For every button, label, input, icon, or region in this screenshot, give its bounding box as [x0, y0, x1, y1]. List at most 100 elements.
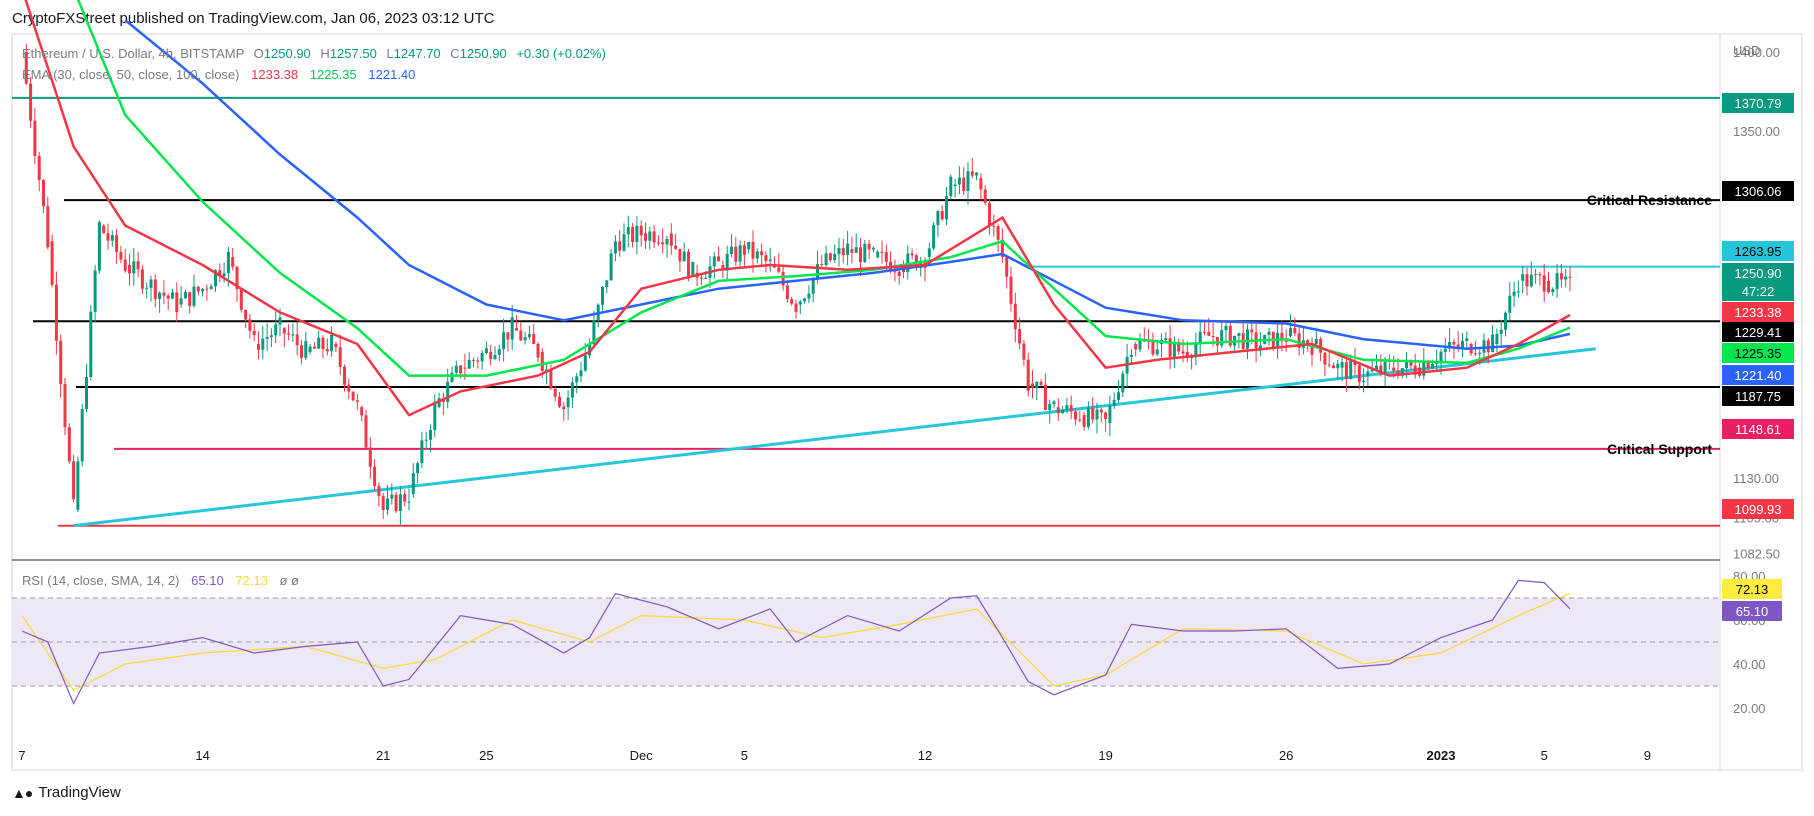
candle-body: [811, 277, 815, 294]
rsi-label-text: 72.13: [1736, 582, 1769, 597]
candle-body: [480, 352, 484, 362]
ema50-value: 1225.35: [310, 67, 357, 82]
candle-body: [72, 461, 76, 500]
candle-body: [1443, 348, 1447, 352]
candle-body: [54, 284, 58, 341]
price-label-box: [1722, 181, 1794, 201]
candle-body: [347, 384, 351, 392]
candle-body: [1078, 419, 1082, 421]
candle-body: [192, 286, 196, 306]
x-tick-label: 2023: [1427, 748, 1456, 763]
candle-body: [1031, 383, 1034, 389]
candle-body: [1095, 409, 1099, 420]
candle-body: [1422, 361, 1426, 376]
candle-body: [433, 401, 437, 430]
candle-body: [145, 287, 149, 289]
price-label-box: [1722, 263, 1794, 283]
candle-body: [506, 332, 510, 340]
candle-body: [871, 247, 875, 250]
candle-body: [42, 180, 45, 207]
candle-body: [1310, 345, 1314, 355]
candle-body: [226, 251, 230, 274]
candle-body: [953, 184, 957, 187]
candle-body: [398, 494, 402, 512]
candle-body: [940, 211, 944, 220]
candle-body: [592, 320, 596, 344]
candle-body: [102, 225, 106, 234]
candle-body: [859, 247, 862, 263]
candle-body: [407, 501, 411, 503]
candle-body: [1430, 364, 1434, 369]
candle-body: [837, 248, 841, 255]
candle-body: [1211, 336, 1215, 338]
candle-body: [966, 171, 970, 191]
candle-body: [1499, 329, 1503, 334]
candle-body: [467, 359, 471, 369]
candle-body: [205, 288, 209, 290]
candle-body: [282, 328, 286, 334]
candle-body: [89, 311, 93, 377]
candle-body: [1559, 273, 1563, 280]
candle-body: [927, 248, 931, 258]
candle-body: [566, 397, 570, 408]
candle-body: [962, 177, 966, 191]
candle-body: [777, 267, 781, 272]
price-tick-label: 1350.00: [1733, 124, 1780, 139]
candle-body: [1190, 357, 1194, 359]
candle-body: [867, 243, 871, 250]
price-label-text: 1229.41: [1735, 325, 1782, 340]
candle-body: [691, 261, 695, 277]
price-label-badge: 1187.75: [1722, 386, 1794, 406]
candle-body: [570, 382, 574, 398]
candle-body: [562, 406, 566, 410]
candle-body: [1465, 338, 1469, 341]
candle-body: [97, 222, 101, 271]
x-tick-label: 5: [741, 748, 748, 763]
candle-body: [85, 376, 88, 410]
candle-body: [1129, 354, 1133, 357]
price-label-box: [1722, 365, 1794, 385]
candle-body: [669, 233, 673, 246]
price-label-box: [1722, 241, 1794, 261]
price-label-box: [1722, 322, 1794, 342]
candle-body: [721, 265, 725, 271]
candle-body: [325, 349, 329, 352]
candle-body: [175, 292, 179, 313]
x-tick-label: 12: [918, 748, 932, 763]
candle-body: [1568, 276, 1572, 278]
candle-body: [1396, 370, 1400, 376]
candle-body: [833, 254, 837, 261]
candle-body: [575, 376, 579, 383]
candle-body: [893, 271, 897, 273]
candle-body: [656, 242, 660, 244]
candle-body: [519, 330, 523, 341]
candle-body: [682, 251, 686, 262]
candle-body: [368, 447, 372, 467]
candle-body: [1564, 276, 1568, 280]
candle-body: [760, 251, 764, 256]
price-label-badge: 1370.79: [1722, 93, 1794, 113]
candle-body: [1327, 364, 1331, 366]
candle-body: [76, 461, 80, 510]
candle-body: [734, 246, 738, 262]
price-label-text: 1250.90: [1735, 266, 1782, 281]
ema100-line: [124, 19, 1571, 350]
footer-brand[interactable]: ▲● TradingView: [12, 784, 121, 801]
candle-body: [1052, 401, 1056, 404]
candle-body: [1172, 342, 1176, 357]
candle-body: [1065, 405, 1069, 411]
candle-body: [373, 466, 377, 487]
candle-body: [699, 277, 703, 279]
candle-body: [1203, 331, 1206, 333]
candle-body: [854, 247, 858, 253]
candle-body: [140, 269, 144, 289]
candle-body: [515, 328, 518, 331]
candle-body: [1332, 365, 1335, 369]
candle-body: [450, 372, 454, 382]
candle-body: [1319, 338, 1323, 353]
candle-body: [497, 349, 501, 355]
candle-body: [936, 211, 940, 226]
ema-label: EMA (30, close, 50, close, 100, close): [22, 67, 240, 82]
high-value: 1257.50: [330, 46, 377, 61]
